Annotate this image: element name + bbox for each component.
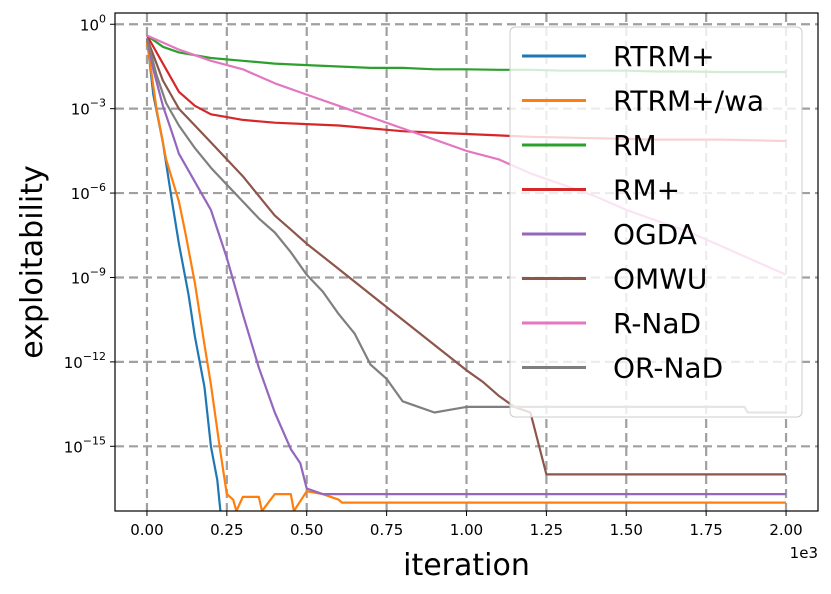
y-axis-title: exploitability bbox=[15, 165, 50, 358]
x-tick-label: 0.25 bbox=[210, 521, 243, 539]
x-tick-label: 0.50 bbox=[290, 521, 323, 539]
legend: RTRM+ RTRM+/wa RM RM+ OGDA OMWU R-NaD OR-NaD bbox=[509, 26, 803, 418]
x-axis-title: iteration bbox=[403, 548, 530, 583]
x-tick-label: 1.25 bbox=[530, 521, 563, 539]
x-tick-label: 1.75 bbox=[689, 521, 722, 539]
x-tick-label: 0.00 bbox=[130, 521, 163, 539]
legend-label: RTRM+/wa bbox=[613, 85, 764, 118]
legend-box bbox=[509, 26, 803, 418]
legend-label: R-NaD bbox=[613, 307, 701, 340]
y-tick-label: 10−3 bbox=[71, 97, 106, 119]
legend-label: RTRM+ bbox=[613, 40, 715, 73]
y-tick-label: 10−15 bbox=[64, 434, 106, 456]
y-tick-label: 10−9 bbox=[71, 265, 106, 287]
x-offset-label: 1e3 bbox=[790, 544, 818, 562]
legend-label: OMWU bbox=[613, 263, 707, 296]
x-tick-label: 2.00 bbox=[769, 521, 802, 539]
series-line-rtrm-wa bbox=[145, 40, 786, 511]
y-tick-label: 100 bbox=[80, 12, 106, 34]
legend-label: OGDA bbox=[613, 218, 697, 251]
series-layer bbox=[145, 34, 787, 511]
legend-label: RM bbox=[613, 129, 657, 162]
legend-label: OR-NaD bbox=[613, 352, 723, 385]
ticks: 0.00 0.25 0.50 0.75 1.00 1.25 1.50 1.75 2.00 100 1… bbox=[64, 12, 803, 539]
series-line-or-nad bbox=[145, 38, 786, 414]
x-tick-label: 0.75 bbox=[370, 521, 403, 539]
y-tick-label: 10−12 bbox=[64, 350, 106, 372]
legend-label: RM+ bbox=[613, 174, 680, 207]
x-tick-label: 1.50 bbox=[610, 521, 643, 539]
y-tick-label: 10−6 bbox=[71, 181, 106, 203]
x-tick-label: 1.00 bbox=[450, 521, 483, 539]
series-line-ogda bbox=[145, 38, 786, 496]
